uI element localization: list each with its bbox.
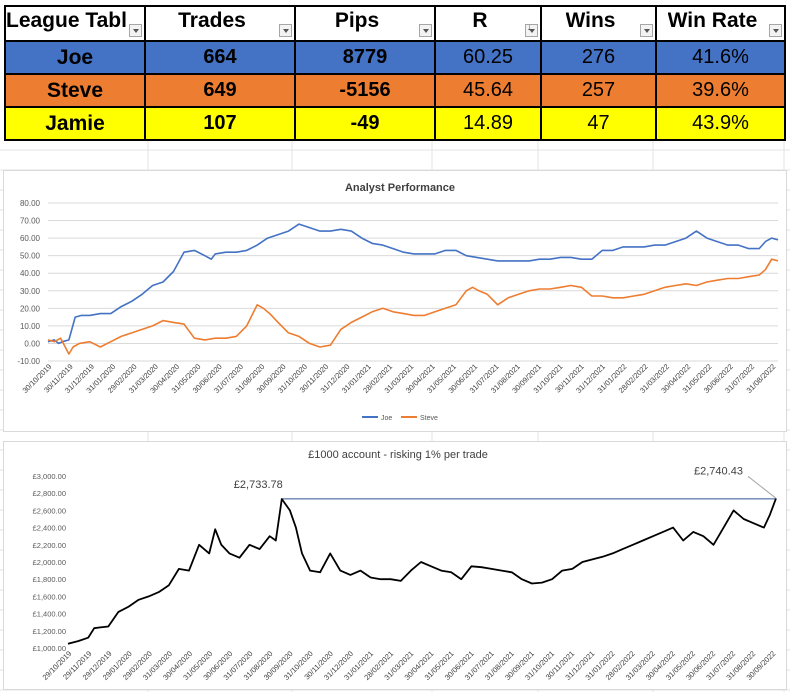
legend-label-steve: Steve <box>420 415 438 422</box>
y-tick-label: 80.00 <box>20 199 41 208</box>
y-tick-label: 50.00 <box>20 252 41 261</box>
filter-dropdown-icon[interactable] <box>419 24 432 37</box>
y-tick-label: 20.00 <box>20 304 41 313</box>
series-line-steve[interactable] <box>47 258 779 355</box>
y-tick-label: £1,000.00 <box>33 644 66 653</box>
table-row-jamie: Jamie 107 -49 14.89 47 43.9% <box>4 106 786 141</box>
y-tick-label: £1,200.00 <box>33 627 66 636</box>
annotation-final-label: £2,740.43 <box>694 465 743 477</box>
sort-descending-filter-icon[interactable] <box>525 22 538 37</box>
header-label: R <box>472 8 488 32</box>
header-r[interactable]: R <box>434 5 542 42</box>
header-wins[interactable]: Wins <box>540 5 657 42</box>
league-table: League Tabl Trades Pips R Wins Win Rate … <box>4 5 786 141</box>
filter-dropdown-icon[interactable] <box>640 24 653 37</box>
series-line-account[interactable] <box>67 498 777 645</box>
y-tick-label: 60.00 <box>20 234 41 243</box>
header-label: Wins <box>565 8 616 32</box>
y-tick-label: 70.00 <box>20 217 41 226</box>
y-tick-label: £2,200.00 <box>33 541 66 550</box>
y-tick-label: 10.00 <box>20 322 41 331</box>
annotation-peak-label: £2,733.78 <box>234 479 283 491</box>
header-pips[interactable]: Pips <box>294 5 436 42</box>
y-tick-label: £1,600.00 <box>33 592 66 601</box>
filter-dropdown-icon[interactable] <box>769 24 782 37</box>
cell-wins[interactable]: 257 <box>540 73 657 108</box>
header-label: Trades <box>178 8 246 32</box>
cell-trades[interactable]: 107 <box>144 106 296 141</box>
cell-r[interactable]: 14.89 <box>434 106 542 141</box>
cell-r[interactable]: 45.64 <box>434 73 542 108</box>
table-row-joe: Joe 664 8779 60.25 276 41.6% <box>4 40 786 75</box>
y-tick-label: £1,400.00 <box>33 610 66 619</box>
cell-trades[interactable]: 649 <box>144 73 296 108</box>
cell-name[interactable]: Steve <box>4 73 146 108</box>
cell-win-rate[interactable]: 41.6% <box>655 40 786 75</box>
legend-label-joe: Joe <box>381 415 392 422</box>
y-tick-label: 30.00 <box>20 287 41 296</box>
y-tick-label: -10.00 <box>17 357 40 366</box>
annotation-leader-line <box>747 475 777 499</box>
cell-name[interactable]: Jamie <box>4 106 146 141</box>
chart-title: Analyst Performance <box>345 182 455 194</box>
account-growth-plot: £1000 account - risking 1% per trade £1,… <box>33 449 778 682</box>
chart-legend: Joe Steve <box>362 415 438 422</box>
header-label: League Tabl <box>6 8 127 32</box>
header-row: League Tabl Trades Pips R Wins Win Rate <box>4 5 786 42</box>
account-growth-chart[interactable]: £1000 account - risking 1% per trade £1,… <box>3 441 787 690</box>
cell-pips[interactable]: 8779 <box>294 40 436 75</box>
header-win-rate[interactable]: Win Rate <box>655 5 786 42</box>
y-tick-label: £2,400.00 <box>33 524 66 533</box>
table-row-steve: Steve 649 -5156 45.64 257 39.6% <box>4 73 786 108</box>
series-line-joe[interactable] <box>47 223 779 345</box>
header-trades[interactable]: Trades <box>144 5 296 42</box>
y-tick-label: £3,000.00 <box>33 472 66 481</box>
header-label: Win Rate <box>667 8 758 32</box>
y-tick-label: £2,800.00 <box>33 489 66 498</box>
cell-r[interactable]: 60.25 <box>434 40 542 75</box>
cell-pips[interactable]: -49 <box>294 106 436 141</box>
analyst-performance-plot: Analyst Performance -10.00 0.00 10.00 20.00… <box>17 182 779 422</box>
y-tick-label: £2,600.00 <box>33 506 66 515</box>
header-label: Pips <box>334 8 380 32</box>
analyst-performance-chart[interactable]: Analyst Performance -10.00 0.00 10.00 20.00… <box>3 170 787 432</box>
y-tick-label: £1,800.00 <box>33 575 66 584</box>
y-tick-label: 0.00 <box>24 339 40 348</box>
cell-wins[interactable]: 276 <box>540 40 657 75</box>
cell-wins[interactable]: 47 <box>540 106 657 141</box>
filter-dropdown-icon[interactable] <box>129 24 142 37</box>
filter-dropdown-icon[interactable] <box>279 24 292 37</box>
cell-pips[interactable]: -5156 <box>294 73 436 108</box>
cell-win-rate[interactable]: 43.9% <box>655 106 786 141</box>
header-league-table[interactable]: League Tabl <box>4 5 146 42</box>
cell-name[interactable]: Joe <box>4 40 146 75</box>
y-tick-label: £2,000.00 <box>33 558 66 567</box>
cell-trades[interactable]: 664 <box>144 40 296 75</box>
chart-title: £1000 account - risking 1% per trade <box>308 449 488 461</box>
cell-win-rate[interactable]: 39.6% <box>655 73 786 108</box>
y-tick-label: 40.00 <box>20 269 41 278</box>
